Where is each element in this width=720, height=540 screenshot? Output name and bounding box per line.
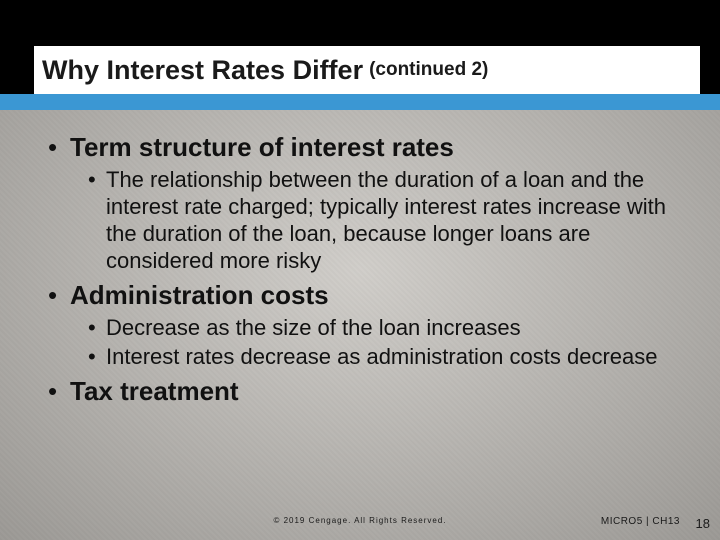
bullet-marker: • [88, 166, 106, 193]
sub-bullet-text: Interest rates decrease as administratio… [106, 343, 658, 370]
page-number: 18 [696, 516, 710, 531]
footer: © 2019 Cengage. All Rights Reserved. MIC… [0, 516, 720, 534]
slide-title: Why Interest Rates Differ [42, 55, 363, 86]
bullet-item: • Tax treatment [48, 376, 680, 406]
sub-bullet-text: The relationship between the duration of… [106, 166, 680, 274]
bullet-marker: • [88, 314, 106, 341]
chapter-label: MICRO5 | CH13 [601, 516, 680, 527]
bullet-item: • Term structure of interest rates • The… [48, 132, 680, 274]
bullet-text: Tax treatment [70, 376, 239, 406]
sub-bullet-item: • Interest rates decrease as administrat… [88, 343, 680, 370]
banner-blue-strip [0, 94, 720, 110]
slide-title-continued: (continued 2) [369, 59, 488, 81]
bullet-text: Term structure of interest rates [70, 132, 454, 162]
title-bar: Why Interest Rates Differ (continued 2) [34, 46, 700, 94]
sub-bullet-item: • Decrease as the size of the loan incre… [88, 314, 680, 341]
bullet-marker: • [48, 132, 70, 162]
bullet-text: Administration costs [70, 280, 329, 310]
sub-bullet-text: Decrease as the size of the loan increas… [106, 314, 521, 341]
bullet-item: • Administration costs • Decrease as the… [48, 280, 680, 370]
bullet-marker: • [48, 280, 70, 310]
bullet-marker: • [88, 343, 106, 370]
slide-body: • Term structure of interest rates • The… [48, 132, 680, 412]
sub-bullet-item: • The relationship between the duration … [88, 166, 680, 274]
bullet-marker: • [48, 376, 70, 406]
copyright-text: © 2019 Cengage. All Rights Reserved. [273, 516, 446, 525]
